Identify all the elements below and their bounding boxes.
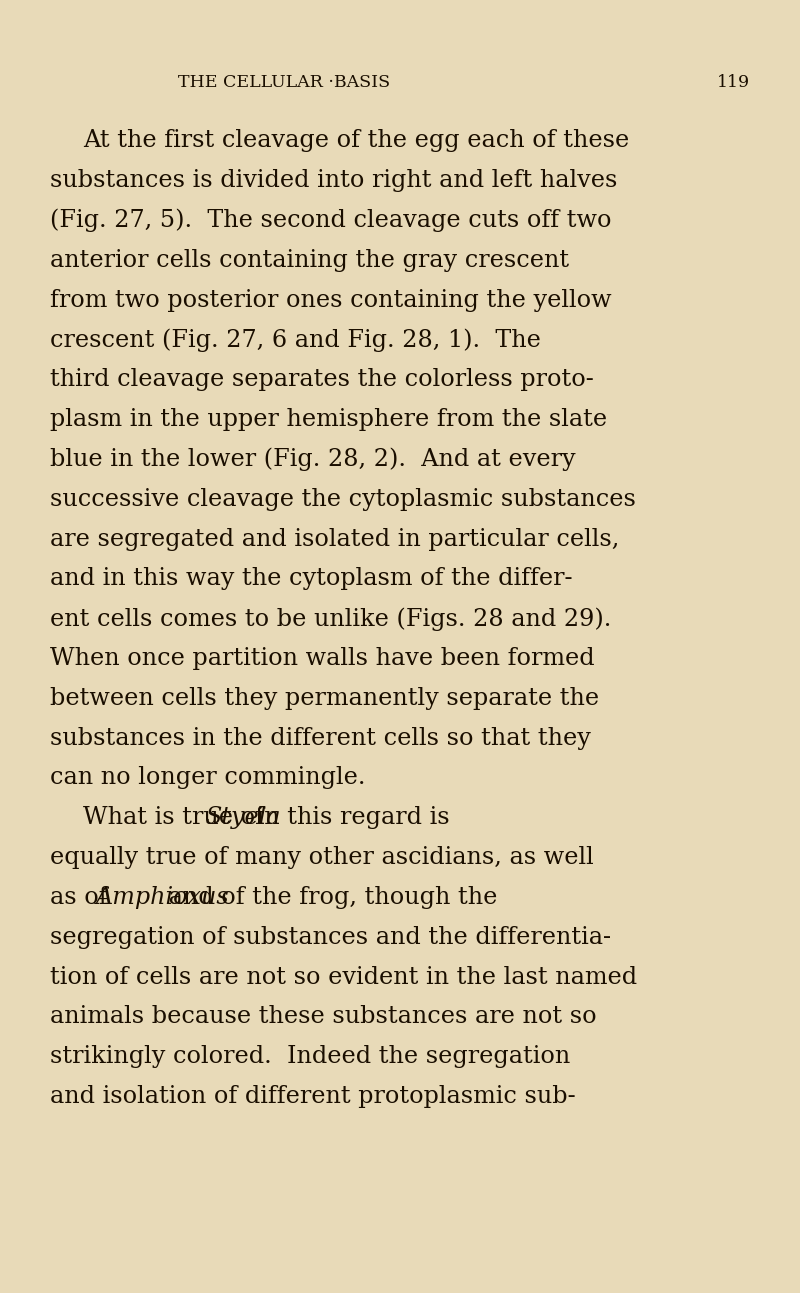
Text: ent cells comes to be unlike (Figs. 28 and 29).: ent cells comes to be unlike (Figs. 28 a… (50, 608, 611, 631)
Text: and in this way the cytoplasm of the differ-: and in this way the cytoplasm of the dif… (50, 568, 572, 591)
Text: and of the frog, though the: and of the frog, though the (161, 886, 498, 909)
Text: At the first cleavage of the egg each of these: At the first cleavage of the egg each of… (83, 129, 630, 153)
Text: (Fig. 27, 5).  The second cleavage cuts off two: (Fig. 27, 5). The second cleavage cuts o… (50, 209, 611, 233)
Text: from two posterior ones containing the yellow: from two posterior ones containing the y… (50, 288, 611, 312)
Text: equally true of many other ascidians, as well: equally true of many other ascidians, as… (50, 846, 594, 869)
Text: Amphioxus: Amphioxus (95, 886, 229, 909)
Text: When once partition walls have been formed: When once partition walls have been form… (50, 646, 594, 670)
Text: What is true of: What is true of (83, 807, 272, 829)
Text: plasm in the upper hemisphere from the slate: plasm in the upper hemisphere from the s… (50, 409, 606, 431)
Text: THE CELLULAR ·BASIS: THE CELLULAR ·BASIS (178, 74, 390, 91)
Text: substances in the different cells so that they: substances in the different cells so tha… (50, 727, 590, 750)
Text: third cleavage separates the colorless proto-: third cleavage separates the colorless p… (50, 369, 594, 392)
Text: can no longer commingle.: can no longer commingle. (50, 767, 365, 790)
Text: substances is divided into right and left halves: substances is divided into right and lef… (50, 169, 617, 193)
Text: animals because these substances are not so: animals because these substances are not… (50, 1006, 596, 1028)
Text: successive cleavage the cytoplasmic substances: successive cleavage the cytoplasmic subs… (50, 487, 635, 511)
Text: between cells they permanently separate the: between cells they permanently separate … (50, 687, 598, 710)
Text: in this regard is: in this regard is (249, 807, 450, 829)
Text: segregation of substances and the differentia-: segregation of substances and the differ… (50, 926, 610, 949)
Text: crescent (Fig. 27, 6 and Fig. 28, 1).  The: crescent (Fig. 27, 6 and Fig. 28, 1). Th… (50, 328, 541, 352)
Text: and isolation of different protoplasmic sub-: and isolation of different protoplasmic … (50, 1085, 575, 1108)
Text: 119: 119 (718, 74, 750, 91)
Text: tion of cells are not so evident in the last named: tion of cells are not so evident in the … (50, 966, 637, 989)
Text: blue in the lower (Fig. 28, 2).  And at every: blue in the lower (Fig. 28, 2). And at e… (50, 447, 575, 472)
Text: as of: as of (50, 886, 115, 909)
Text: strikingly colored.  Indeed the segregation: strikingly colored. Indeed the segregati… (50, 1045, 570, 1068)
Text: Styela: Styela (206, 807, 281, 829)
Text: are segregated and isolated in particular cells,: are segregated and isolated in particula… (50, 528, 619, 551)
Text: anterior cells containing the gray crescent: anterior cells containing the gray cresc… (50, 248, 569, 272)
